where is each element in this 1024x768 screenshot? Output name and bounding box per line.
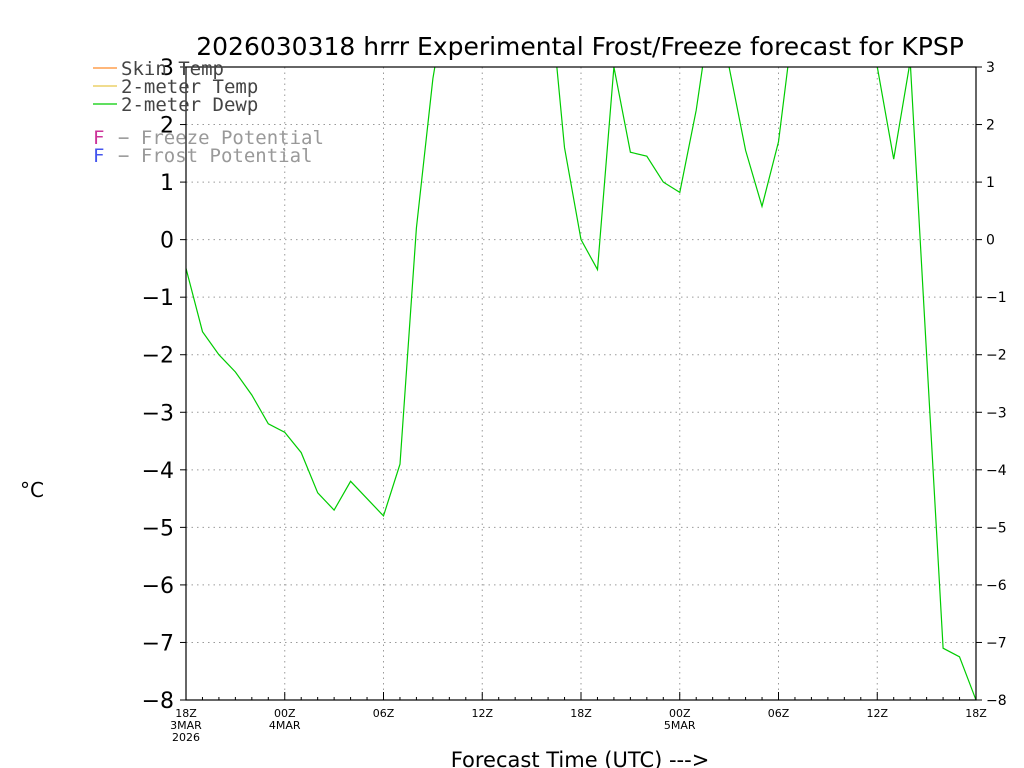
series-layer xyxy=(186,67,976,700)
x-tick-label: 18Z xyxy=(570,707,592,720)
y-tick-label-right: −1 xyxy=(986,290,1007,306)
legend-label-0: Skin Temp xyxy=(121,58,224,80)
legend-label-2: 2-meter Dewp xyxy=(121,94,258,116)
y-tick-label-left: −3 xyxy=(142,401,174,426)
y-axis-label: °C xyxy=(20,478,44,502)
y-tick-label-right: 3 xyxy=(986,60,995,76)
y-tick-label-right: −6 xyxy=(986,578,1007,594)
y-tick-label-left: 0 xyxy=(160,229,174,254)
annotation-text-1: − Frost Potential xyxy=(118,145,312,167)
y-tick-label-left: −7 xyxy=(142,631,174,656)
y-axis: −8 −8 −7 −7 −6 −6 −5 −5 −4 −4 −3 −3 −2 −2 −1 −1 0 0 1 1 2 2 3 3 xyxy=(142,56,1007,714)
y-tick-label-left: −8 xyxy=(142,689,174,714)
x-tick-label: 00Z xyxy=(669,707,691,720)
y-tick-label-right: 1 xyxy=(986,175,995,191)
x-tick-label: 06Z xyxy=(768,707,790,720)
x-tick-label: 5MAR xyxy=(664,719,696,732)
y-tick-label-left: 2 xyxy=(160,114,174,139)
legend-label-1: 2-meter Temp xyxy=(121,76,258,98)
y-tick-label-right: 0 xyxy=(986,233,995,249)
y-tick-label-right: −8 xyxy=(986,693,1007,709)
x-tick-label: 12Z xyxy=(866,707,888,720)
y-tick-label-left: 3 xyxy=(160,56,174,81)
x-tick-label: 4MAR xyxy=(269,719,301,732)
y-tick-label-right: −3 xyxy=(986,405,1007,421)
chart-title: 2026030318 hrrr Experimental Frost/Freez… xyxy=(196,32,964,61)
y-tick-label-right: 2 xyxy=(986,118,995,134)
y-tick-label-right: −5 xyxy=(986,520,1007,536)
y-tick-label-left: −2 xyxy=(142,344,174,369)
y-tick-label-right: −2 xyxy=(986,348,1007,364)
x-tick-label: 3MAR xyxy=(170,719,202,732)
y-tick-label-right: −7 xyxy=(986,635,1007,651)
annotation-key-0: F xyxy=(93,127,104,149)
x-tick-label: 06Z xyxy=(373,707,395,720)
grid-lines xyxy=(186,67,976,700)
x-tick-label: 18Z xyxy=(175,707,197,720)
x-tick-label: 18Z xyxy=(965,707,987,720)
y-tick-label-left: 1 xyxy=(160,171,174,196)
y-tick-label-left: −6 xyxy=(142,574,174,599)
x-tick-label: 00Z xyxy=(274,707,296,720)
annotation-key-1: F xyxy=(93,145,104,167)
y-tick-label-left: −4 xyxy=(142,459,174,484)
annotation-text-0: − Freeze Potential xyxy=(118,127,324,149)
x-tick-label: 2026 xyxy=(172,731,200,744)
x-axis-label: Forecast Time (UTC) ---> xyxy=(451,748,710,768)
y-tick-label-right: −4 xyxy=(986,463,1007,479)
x-tick-label: 12Z xyxy=(471,707,493,720)
series-line-2-meter-dewp xyxy=(186,67,976,700)
y-tick-label-left: −5 xyxy=(142,516,174,541)
y-tick-label-left: −1 xyxy=(142,286,174,311)
